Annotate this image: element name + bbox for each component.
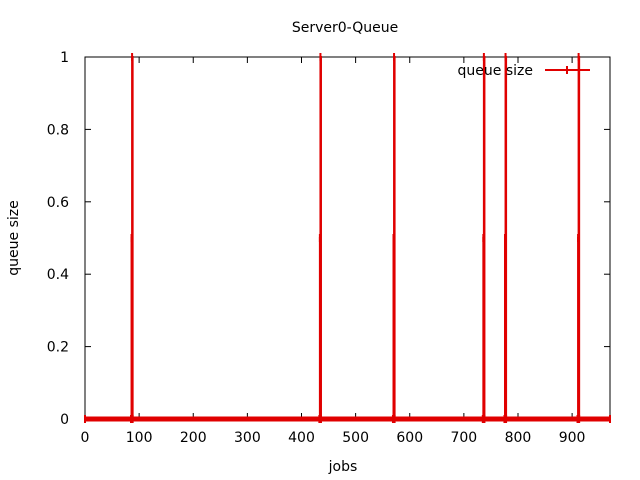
x-tick-label: 600 (396, 430, 423, 446)
plot-frame (84, 56, 611, 420)
y-tick-label: 0 (60, 412, 69, 428)
y-axis-ticks: 0 0.2 0.4 0.6 0.8 1 (47, 50, 610, 428)
x-tick-label: 800 (505, 430, 532, 446)
x-axis-label: jobs (328, 459, 358, 475)
y-tick-label: 0.4 (47, 267, 69, 283)
legend-line-sample (545, 66, 590, 74)
x-tick-label: 100 (126, 430, 153, 446)
y-tick-label: 1 (60, 50, 69, 66)
y-tick-label: 0.2 (47, 340, 69, 356)
x-axis-ticks: 0 100 200 300 400 500 600 700 800 900 (81, 57, 586, 446)
x-tick-label: 700 (450, 430, 477, 446)
series-layer (84, 53, 611, 423)
x-tick-label: 300 (234, 430, 261, 446)
series-line (85, 56, 610, 420)
x-tick-label: 900 (559, 430, 586, 446)
chart-title: Server0-Queue (292, 20, 398, 36)
y-axis-label: queue size (6, 200, 22, 275)
y-tick-label: 0.8 (47, 122, 69, 138)
x-tick-label: 400 (288, 430, 315, 446)
legend-label: queue size (458, 63, 533, 79)
legend: queue size (458, 63, 590, 79)
x-tick-label: 200 (180, 430, 207, 446)
x-tick-label: 500 (342, 430, 369, 446)
y-tick-label: 0.6 (47, 195, 69, 211)
x-tick-label: 0 (81, 430, 90, 446)
